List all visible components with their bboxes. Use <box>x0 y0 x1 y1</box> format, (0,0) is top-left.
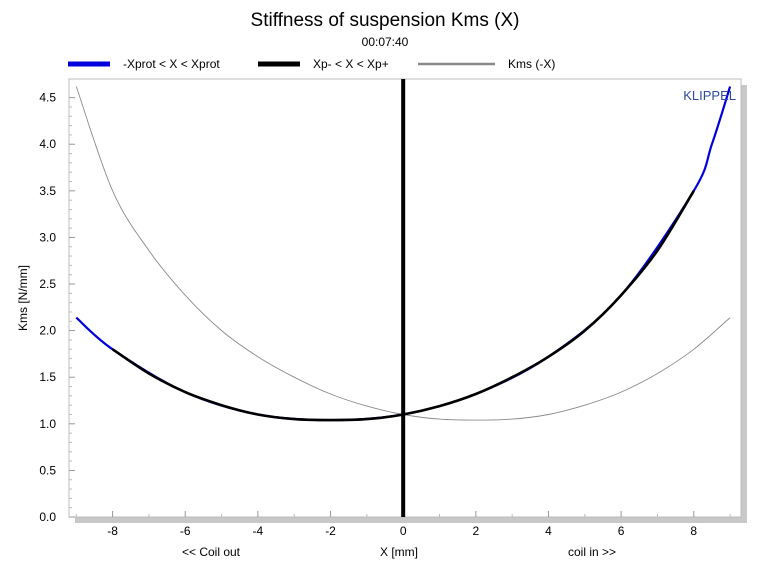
x-tick-label: -8 <box>107 524 118 538</box>
x-tick-label: -6 <box>180 524 191 538</box>
y-tick-label: 1.0 <box>39 417 56 431</box>
x-axis-ticks: -8 -6 -4 -2 0 2 4 6 8 <box>75 511 731 538</box>
y-tick-label: 1.5 <box>39 370 56 384</box>
y-tick-label: 4.0 <box>39 137 56 151</box>
y-axis-label: Kms [N/mm] <box>16 265 30 331</box>
y-tick-label: 0.0 <box>39 510 56 524</box>
chart-subtitle: 00:07:40 <box>362 35 409 49</box>
y-tick-label: 2.5 <box>39 277 56 291</box>
chart-title: Stiffness of suspension Kms (X) <box>251 10 520 31</box>
legend-label-xp: Xp- < X < Xp+ <box>313 57 389 71</box>
y-tick-label: 4.5 <box>39 91 56 105</box>
x-tick-label: 2 <box>472 524 479 538</box>
x-tick-label: 8 <box>690 524 697 538</box>
x-axis-label: X [mm] <box>380 545 418 559</box>
x-tick-label: -4 <box>253 524 264 538</box>
y-axis-ticks: 0.0 0.5 1.0 1.5 2.0 2.5 3.0 3.5 4.0 4.5 <box>39 91 75 524</box>
x-axis-label-left: << Coil out <box>182 545 241 559</box>
series-line-kms-neg <box>75 86 731 421</box>
plot-area: 0.0 0.5 1.0 1.5 2.0 2.5 3.0 3.5 4.0 4.5 -8 -6 -4 -2 0… <box>39 78 747 538</box>
legend: -Xprot < X < Xprot Xp- < X < Xp+ Kms (-X… <box>68 57 555 71</box>
klippel-watermark: KLIPPEL <box>683 88 736 103</box>
y-tick-label: 2.0 <box>39 324 56 338</box>
x-tick-label: 4 <box>545 524 552 538</box>
y-tick-label: 3.0 <box>39 230 56 244</box>
legend-label-kms-neg: Kms (-X) <box>508 57 555 71</box>
legend-label-xprot: -Xprot < X < Xprot <box>123 57 220 71</box>
x-tick-label: 0 <box>400 524 407 538</box>
x-tick-label: -2 <box>325 524 336 538</box>
y-tick-label: 0.5 <box>39 463 56 477</box>
x-axis-label-right: coil in >> <box>568 545 616 559</box>
y-tick-label: 3.5 <box>39 184 56 198</box>
x-tick-label: 6 <box>618 524 625 538</box>
